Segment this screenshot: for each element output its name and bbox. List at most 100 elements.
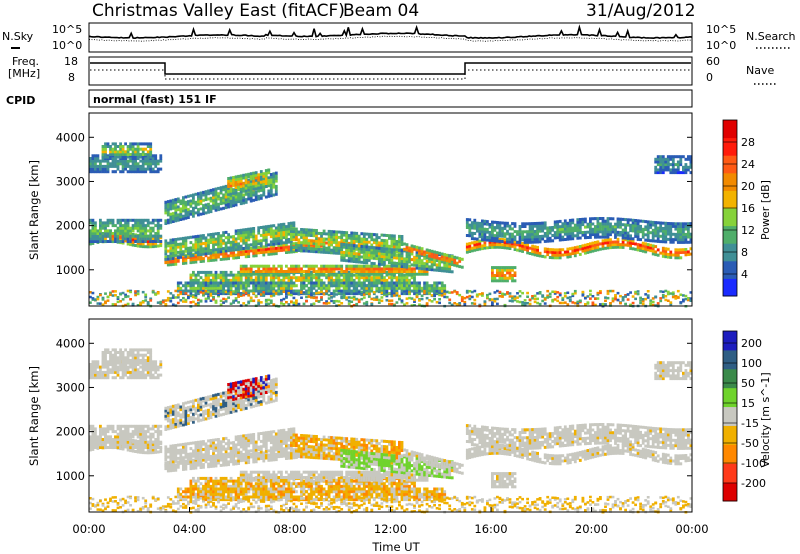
power-cell: [229, 243, 233, 247]
power-cell: [526, 238, 529, 242]
power-cell: [111, 294, 115, 297]
power-cell: [664, 235, 668, 239]
power-cell: [591, 249, 595, 253]
power-cell: [609, 302, 612, 305]
power-cell: [503, 221, 507, 225]
power-cell: [641, 249, 645, 253]
power-cell: [154, 234, 158, 238]
power-cell: [531, 222, 534, 226]
power-cell: [242, 198, 246, 202]
power-cell: [415, 266, 419, 270]
power-cell: [192, 248, 195, 252]
power-cell: [310, 289, 313, 293]
power-cell: [101, 167, 105, 171]
power-cell: [124, 226, 127, 230]
power-cell: [641, 298, 645, 301]
power-cell: [651, 231, 655, 235]
power-cell: [237, 281, 240, 285]
power-cell: [576, 245, 580, 249]
power-cell: [254, 181, 258, 185]
power-cell: [390, 244, 394, 248]
power-cell: [526, 246, 529, 249]
power-cell: [164, 247, 168, 251]
power-cell: [656, 168, 660, 172]
power-cell: [357, 291, 361, 294]
power-cell: [212, 190, 215, 194]
power-cell: [599, 290, 602, 293]
power-cell: [367, 272, 371, 276]
power-cell: [156, 221, 160, 225]
power-cell: [194, 252, 198, 256]
power-cell: [661, 229, 665, 233]
power-cell: [666, 229, 670, 233]
power-cell: [666, 157, 670, 161]
power-cell: [551, 250, 555, 254]
power-cell: [491, 271, 494, 275]
power-cell: [556, 295, 560, 299]
power-cell: [302, 273, 306, 277]
power-cell: [171, 303, 175, 306]
power-cell: [272, 294, 276, 297]
power-cell: [380, 276, 384, 280]
power-cell: [388, 292, 391, 295]
power-cell: [669, 168, 673, 172]
power-cell: [543, 221, 547, 225]
power-cell: [470, 223, 474, 227]
power-cell: [418, 251, 421, 255]
power-cell: [621, 233, 625, 237]
power-cell: [121, 147, 125, 151]
power-cell: [563, 230, 567, 233]
power-cell: [99, 218, 102, 222]
power-cell: [310, 303, 313, 306]
power-cell: [475, 295, 479, 298]
power-cell: [546, 229, 550, 233]
power-cell: [282, 297, 286, 301]
power-cell: [214, 242, 218, 246]
power-cell: [300, 276, 303, 280]
power-cell: [182, 206, 185, 210]
power-cell: [184, 239, 188, 243]
power-cell: [199, 254, 203, 258]
power-cell: [285, 292, 288, 296]
power-cell: [189, 258, 193, 262]
power-cell: [425, 281, 429, 285]
power-cell: [661, 296, 665, 299]
power-cell: [345, 289, 349, 293]
power-cell: [307, 270, 311, 273]
power-cell: [277, 264, 281, 268]
power-cell: [269, 270, 273, 273]
power-cell: [166, 244, 170, 248]
power-cell: [481, 244, 484, 248]
power-cell: [227, 205, 230, 209]
power-cell: [558, 292, 562, 295]
power-cell: [390, 248, 394, 252]
power-cell: [119, 235, 122, 239]
power-cell: [666, 232, 670, 236]
power-cell: [478, 224, 482, 228]
power-cell: [192, 260, 195, 264]
power-cell: [601, 222, 605, 226]
power-cell: [362, 302, 366, 305]
cpid-label: CPID: [6, 94, 35, 107]
power-cell: [214, 206, 218, 210]
power-cell: [365, 232, 369, 236]
power-cell: [563, 301, 567, 304]
power-cell: [322, 248, 326, 252]
power-cell: [410, 267, 414, 271]
power-cell: [325, 264, 328, 268]
power-cell: [415, 289, 419, 293]
power-cell: [400, 249, 404, 253]
power-cell: [104, 224, 107, 228]
power-cell: [257, 292, 261, 296]
power-cell: [94, 298, 97, 301]
power-cell: [232, 198, 235, 202]
power-cell: [420, 249, 424, 253]
power-cell: [473, 246, 477, 250]
power-cell: [252, 272, 256, 276]
power-cell: [528, 298, 532, 301]
power-cell: [423, 253, 426, 257]
power-cell: [393, 237, 396, 241]
power-cell: [297, 243, 301, 247]
power-cell: [403, 242, 406, 246]
power-cell: [345, 264, 349, 268]
